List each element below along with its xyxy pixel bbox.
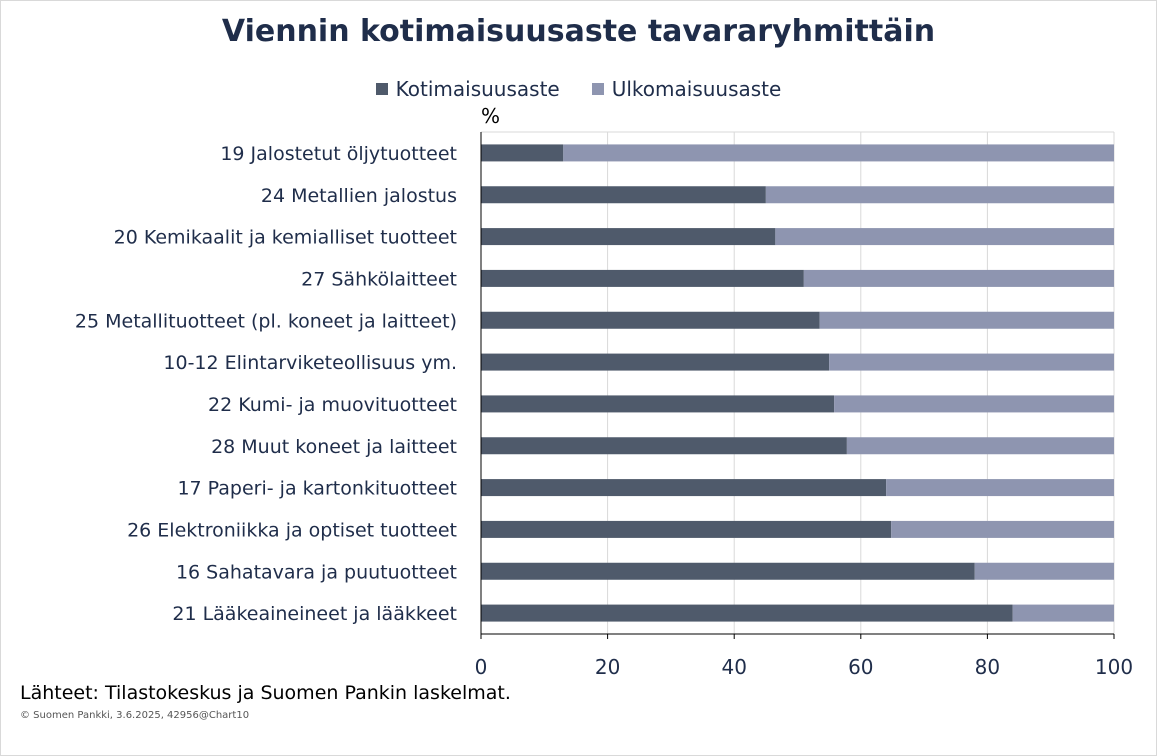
bar-kotimaisuusaste	[481, 144, 564, 162]
copyright-note: © Suomen Pankki, 3.6.2025, 42956@Chart10	[20, 710, 250, 721]
legend-label-kotimaisuusaste: Kotimaisuusaste	[395, 77, 560, 101]
chart-legend: Kotimaisuusaste Ulkomaisuusaste	[0, 77, 1157, 101]
bar-kotimaisuusaste	[481, 269, 804, 287]
x-tick-label: 40	[721, 655, 746, 679]
legend-item-kotimaisuusaste: Kotimaisuusaste	[375, 77, 560, 101]
bar-ulkomaisuusaste	[834, 395, 1114, 413]
category-label: 20 Kemikaalit ja kemialliset tuotteet	[114, 227, 457, 249]
bar-ulkomaisuusaste	[775, 228, 1114, 246]
bar-ulkomaisuusaste	[829, 353, 1114, 371]
bar-ulkomaisuusaste	[803, 269, 1114, 287]
bar-ulkomaisuusaste	[819, 311, 1114, 329]
bar-ulkomaisuusaste	[891, 520, 1114, 538]
bar-kotimaisuusaste	[481, 311, 820, 329]
x-tick-label: 0	[475, 655, 488, 679]
category-label: 16 Sahatavara ja puutuotteet	[176, 561, 457, 583]
source-note: Lähteet: Tilastokeskus ja Suomen Pankin …	[20, 682, 511, 704]
bar-ulkomaisuusaste	[974, 562, 1114, 580]
chart-title: Viennin kotimaisuusaste tavararyhmittäin	[221, 14, 936, 49]
axis-unit-label: %	[481, 104, 501, 128]
category-label: 26 Elektroniikka ja optiset tuotteet	[127, 519, 457, 541]
legend-swatch-kotimaisuusaste	[375, 83, 388, 95]
bar-ulkomaisuusaste	[563, 144, 1114, 162]
bar-kotimaisuusaste	[481, 228, 776, 246]
bar-kotimaisuusaste	[481, 353, 830, 371]
category-label: 22 Kumi- ja muovituotteet	[208, 394, 457, 416]
category-label: 24 Metallien jalostus	[261, 185, 457, 207]
bar-ulkomaisuusaste	[886, 479, 1114, 497]
x-tick-label: 20	[595, 655, 620, 679]
category-label: 17 Paperi- ja kartonkituotteet	[177, 478, 457, 500]
category-label: 19 Jalostetut öljytuotteet	[220, 143, 457, 165]
category-label: 21 Lääkeaineineet ja lääkkeet	[172, 603, 457, 625]
legend-item-ulkomaisuusaste: Ulkomaisuusaste	[591, 77, 782, 101]
category-label: 28 Muut koneet ja laitteet	[211, 436, 457, 458]
x-tick-label: 80	[975, 655, 1000, 679]
bar-kotimaisuusaste	[481, 604, 1013, 622]
bar-kotimaisuusaste	[481, 186, 766, 204]
bar-kotimaisuusaste	[481, 479, 887, 497]
category-label: 27 Sähkölaitteet	[301, 268, 457, 290]
x-tick-label: 100	[1095, 655, 1133, 679]
bar-ulkomaisuusaste	[1012, 604, 1114, 622]
bar-kotimaisuusaste	[481, 395, 835, 413]
legend-swatch-ulkomaisuusaste	[591, 83, 604, 95]
bar-ulkomaisuusaste	[765, 186, 1114, 204]
bar-kotimaisuusaste	[481, 437, 847, 455]
category-label: 25 Metallituotteet (pl. koneet ja laitte…	[75, 310, 457, 332]
bar-ulkomaisuusaste	[846, 437, 1114, 455]
bar-kotimaisuusaste	[481, 562, 975, 580]
x-tick-label: 60	[848, 655, 873, 679]
legend-label-ulkomaisuusaste: Ulkomaisuusaste	[611, 77, 782, 101]
category-label: 10-12 Elintarviketeollisuus ym.	[163, 352, 457, 374]
bar-kotimaisuusaste	[481, 520, 892, 538]
